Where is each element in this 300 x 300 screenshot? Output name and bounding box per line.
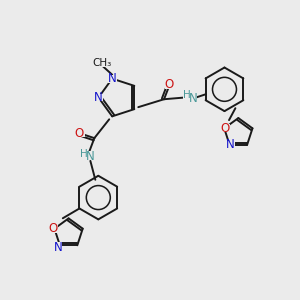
Text: O: O bbox=[164, 78, 174, 91]
Bar bbox=[53, 242, 62, 250]
Bar bbox=[183, 92, 197, 101]
Text: CH₃: CH₃ bbox=[93, 58, 112, 68]
Text: O: O bbox=[220, 122, 230, 135]
Bar bbox=[96, 59, 108, 67]
Text: H: H bbox=[80, 149, 87, 159]
Bar bbox=[226, 141, 235, 149]
Bar bbox=[80, 151, 96, 159]
Text: N: N bbox=[86, 151, 95, 164]
Text: N: N bbox=[226, 138, 235, 152]
Bar bbox=[221, 124, 230, 132]
Bar bbox=[108, 75, 117, 83]
Text: N: N bbox=[108, 72, 116, 85]
Bar bbox=[164, 81, 173, 89]
Text: O: O bbox=[49, 222, 58, 235]
Text: H: H bbox=[183, 90, 191, 100]
Text: N: N bbox=[188, 92, 197, 105]
Bar bbox=[49, 225, 58, 232]
Bar bbox=[94, 94, 103, 101]
Bar bbox=[76, 129, 85, 137]
Text: N: N bbox=[94, 91, 103, 104]
Text: O: O bbox=[75, 127, 84, 140]
Text: N: N bbox=[53, 241, 62, 254]
